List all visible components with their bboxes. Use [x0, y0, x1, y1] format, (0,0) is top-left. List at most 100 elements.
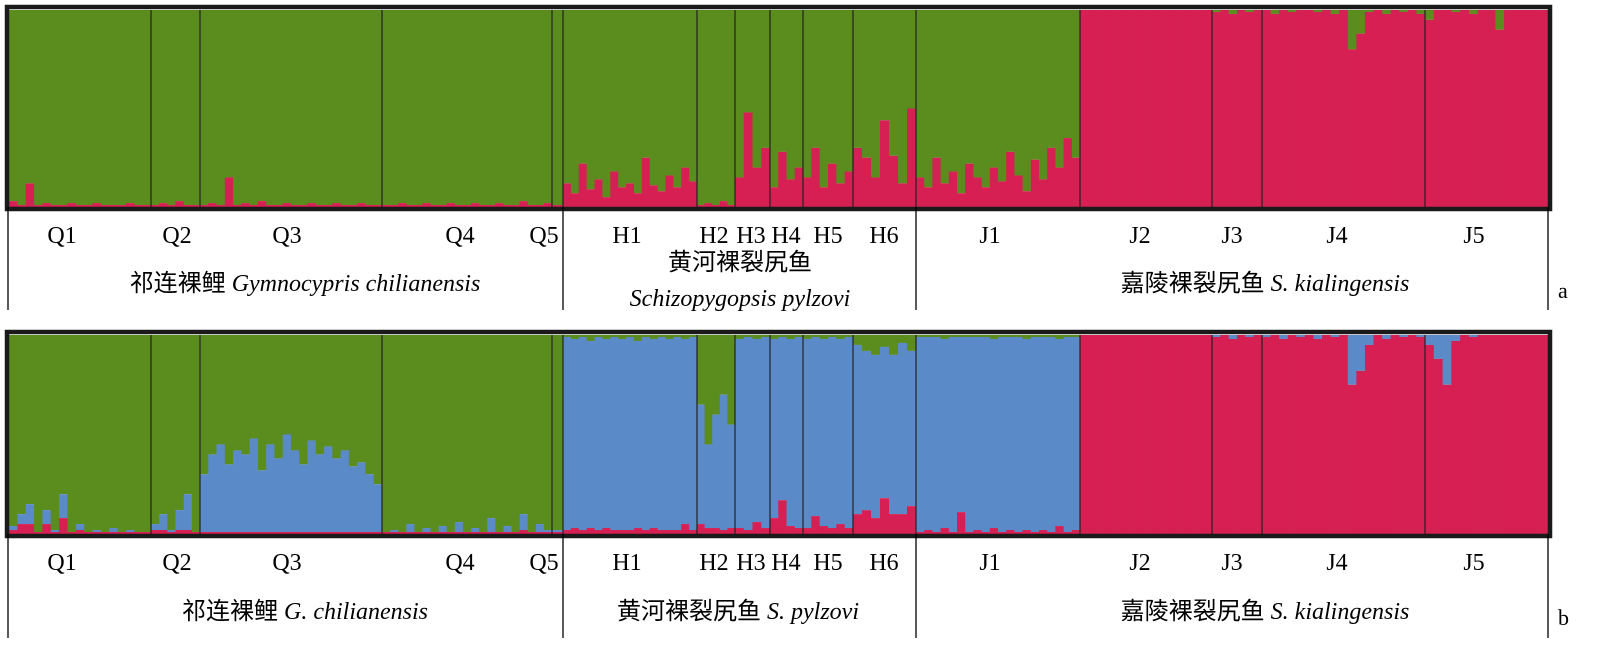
bar-segment — [1039, 336, 1048, 531]
bar-segment — [257, 470, 267, 533]
population-H5 — [803, 10, 854, 207]
bar-segment — [932, 335, 942, 337]
bar-segment — [1162, 335, 1172, 534]
bar-segment — [1088, 335, 1098, 534]
bar-segment — [1129, 10, 1139, 207]
bar-segment — [134, 10, 144, 206]
plot-frame — [4, 4, 1553, 212]
bar-segment — [665, 335, 674, 339]
bar-segment — [735, 528, 745, 534]
bar-segment — [924, 187, 933, 207]
bar-segment — [1245, 10, 1255, 12]
bar-segment — [519, 514, 529, 531]
bar-segment — [398, 203, 407, 207]
bar-segment — [1521, 10, 1532, 207]
bar-segment — [1228, 10, 1238, 14]
bar-segment — [1313, 335, 1323, 339]
bar-segment — [503, 335, 513, 527]
bar-segment — [75, 10, 85, 206]
bar-segment — [17, 524, 27, 534]
population-label: Q2 — [162, 223, 191, 249]
population-label: Q2 — [162, 550, 191, 576]
bar-segment — [1512, 10, 1523, 207]
population-label: J3 — [1221, 223, 1242, 249]
bar-segment — [134, 532, 144, 534]
bar-segment — [134, 205, 144, 207]
bar-segment — [957, 193, 966, 207]
bar-segment — [1322, 335, 1332, 534]
bar-segment — [175, 201, 185, 207]
bar-segment — [535, 205, 545, 207]
bar-segment — [1113, 10, 1122, 207]
bar-segment — [998, 532, 1007, 534]
bar-segment — [151, 335, 160, 525]
bar-segment — [862, 10, 872, 158]
bar-segment — [880, 498, 890, 534]
bar-segment — [299, 335, 309, 465]
bar-segment — [167, 10, 177, 206]
population-J3 — [1212, 10, 1263, 207]
bar-segment — [770, 10, 779, 188]
bar-segment — [932, 532, 942, 534]
bar-segment — [1006, 151, 1015, 207]
bar-segment — [1322, 10, 1332, 207]
bar-segment — [1279, 338, 1289, 534]
bar-segment — [932, 10, 942, 158]
bar-segment — [208, 532, 218, 534]
bar-segment — [853, 344, 863, 515]
bar-segment — [183, 10, 193, 206]
bar-segment — [1530, 10, 1540, 207]
bar-segment — [1364, 344, 1375, 534]
population-Q1 — [9, 335, 152, 534]
bar-segment — [42, 203, 52, 207]
bar-segment — [1356, 335, 1366, 371]
bar-segment — [365, 474, 375, 533]
bar-segment — [704, 203, 713, 207]
bar-segment — [406, 532, 415, 534]
bar-segment — [743, 10, 754, 113]
bar-segment — [957, 336, 966, 513]
bar-segment — [719, 201, 728, 207]
bar-segment — [266, 10, 276, 206]
bar-segment — [1287, 335, 1297, 534]
bar-segment — [266, 532, 276, 534]
bar-segment — [907, 108, 917, 207]
bar-segment — [880, 335, 890, 347]
bar-segment — [454, 532, 464, 534]
bar-segment — [100, 205, 110, 207]
bar-segment — [117, 532, 127, 534]
bar-segment — [786, 338, 796, 527]
bar-segment — [618, 187, 627, 207]
bar-segment — [626, 530, 635, 534]
bar-segment — [940, 528, 950, 534]
bar-segment — [1296, 10, 1306, 207]
bar-segment — [1237, 10, 1246, 207]
bar-segment — [1512, 335, 1523, 534]
bar-segment — [973, 530, 983, 534]
population-label: Q3 — [272, 223, 301, 249]
bar-segment — [712, 414, 721, 529]
population-H2 — [697, 335, 736, 534]
bar-segment — [819, 338, 829, 527]
bar-segment — [1356, 370, 1366, 534]
bar-segment — [25, 335, 35, 505]
bar-segment — [570, 335, 580, 339]
bar-segment — [1022, 10, 1032, 192]
population-J5 — [1425, 10, 1549, 208]
bar-segment — [1416, 336, 1426, 534]
bar-segment — [932, 336, 942, 533]
bar-segment — [948, 171, 958, 207]
bar-segment — [167, 205, 177, 207]
bar-segment — [454, 10, 464, 206]
bar-segment — [1304, 10, 1315, 207]
bar-segment — [208, 335, 218, 455]
bar-segment — [1055, 335, 1065, 339]
bar-segment — [390, 205, 399, 207]
bar-segment — [511, 335, 521, 533]
bar-segment — [1187, 335, 1197, 534]
bar-segment — [438, 526, 448, 533]
bar-segment — [9, 530, 18, 534]
bar-segment — [216, 10, 226, 206]
bar-segment — [511, 532, 521, 534]
bar-segment — [109, 10, 119, 206]
